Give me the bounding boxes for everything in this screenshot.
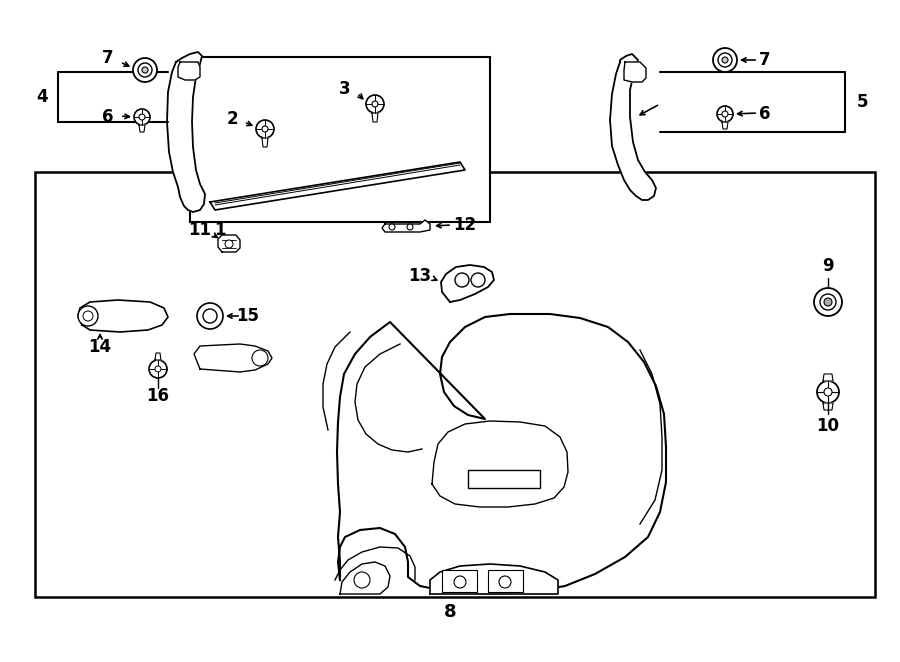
Polygon shape (155, 353, 161, 360)
Circle shape (814, 288, 842, 316)
Polygon shape (722, 122, 728, 129)
Polygon shape (432, 421, 568, 507)
Bar (488, 570, 523, 592)
Circle shape (139, 114, 145, 120)
Text: 2: 2 (226, 110, 238, 128)
Circle shape (389, 224, 395, 230)
Polygon shape (372, 113, 378, 122)
Circle shape (718, 53, 732, 67)
Circle shape (471, 273, 485, 287)
Text: 4: 4 (36, 88, 48, 106)
Polygon shape (610, 54, 656, 200)
Circle shape (407, 224, 413, 230)
Polygon shape (430, 564, 558, 594)
Circle shape (366, 95, 384, 113)
Circle shape (499, 576, 511, 588)
Polygon shape (823, 403, 833, 410)
Circle shape (455, 273, 469, 287)
Polygon shape (441, 265, 494, 302)
Text: 7: 7 (103, 49, 113, 67)
Circle shape (817, 381, 839, 403)
Polygon shape (262, 138, 268, 147)
Polygon shape (194, 344, 272, 372)
Circle shape (155, 366, 161, 372)
Text: 11: 11 (188, 221, 212, 239)
Text: 8: 8 (444, 603, 456, 621)
Polygon shape (78, 300, 168, 332)
Text: 1: 1 (214, 221, 226, 239)
Circle shape (149, 360, 167, 378)
Bar (442, 570, 477, 592)
Circle shape (262, 126, 268, 132)
Polygon shape (823, 374, 833, 381)
Polygon shape (178, 62, 200, 80)
Circle shape (83, 311, 93, 321)
Text: 6: 6 (103, 108, 113, 126)
Circle shape (256, 120, 274, 138)
Text: 14: 14 (88, 338, 112, 356)
Circle shape (722, 111, 728, 117)
Text: 9: 9 (823, 257, 833, 275)
Circle shape (133, 58, 157, 82)
Circle shape (454, 576, 466, 588)
Circle shape (372, 101, 378, 107)
Text: 5: 5 (856, 93, 868, 111)
Text: 15: 15 (237, 307, 259, 325)
Bar (35, 172, 875, 597)
Polygon shape (624, 62, 646, 82)
Circle shape (203, 309, 217, 323)
Text: 6: 6 (760, 105, 770, 123)
Circle shape (225, 240, 233, 248)
Polygon shape (210, 162, 465, 210)
Text: 13: 13 (409, 267, 432, 285)
Polygon shape (382, 220, 430, 232)
Circle shape (142, 67, 148, 73)
Circle shape (252, 350, 268, 366)
Text: 3: 3 (339, 80, 351, 98)
Polygon shape (337, 314, 666, 594)
Bar (190, 57, 490, 222)
Circle shape (138, 63, 152, 77)
Circle shape (824, 388, 832, 396)
Circle shape (717, 106, 733, 122)
Polygon shape (218, 235, 240, 252)
Polygon shape (139, 125, 145, 132)
Circle shape (824, 298, 832, 306)
Bar (468, 470, 540, 488)
Text: 12: 12 (454, 216, 477, 234)
Text: 7: 7 (760, 51, 770, 69)
Circle shape (722, 57, 728, 63)
Polygon shape (167, 52, 205, 212)
Text: 10: 10 (816, 417, 840, 435)
Circle shape (197, 303, 223, 329)
Circle shape (713, 48, 737, 72)
Polygon shape (340, 562, 390, 594)
Circle shape (354, 572, 370, 588)
Circle shape (820, 294, 836, 310)
Circle shape (134, 109, 150, 125)
Circle shape (78, 306, 98, 326)
Text: 16: 16 (147, 387, 169, 405)
